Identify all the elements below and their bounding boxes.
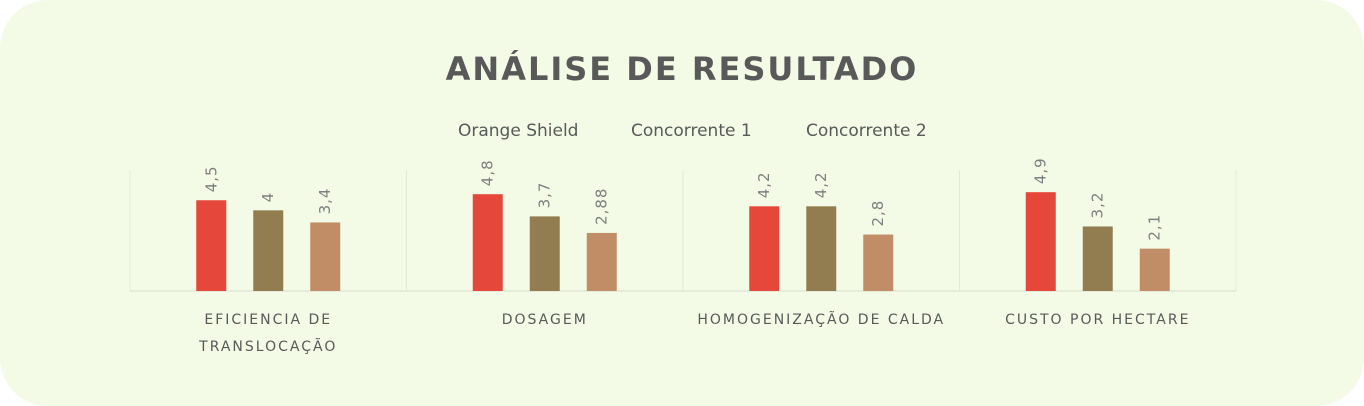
bar-2-3 (806, 206, 837, 291)
legend-item-orange-shield: Orange Shield (458, 121, 579, 141)
bar-1-2 (472, 194, 503, 291)
data-label: 2,1 (1146, 214, 1164, 241)
data-label: 4,8 (479, 159, 497, 186)
bar-3-1 (310, 222, 341, 291)
data-label: 4 (259, 192, 277, 203)
category-label: EFICIENCIA DE (204, 312, 332, 328)
bar-3-3 (863, 234, 894, 291)
bar-3-2 (586, 232, 617, 291)
data-label: 2,88 (593, 188, 611, 225)
data-label: 3,4 (316, 188, 334, 215)
legend-item-concorrente-1: Concorrente 1 (631, 121, 752, 141)
category-label: HOMOGENIZAÇÃO DE CALDA (697, 311, 945, 328)
bar-1-1 (196, 200, 227, 291)
category-label: DOSAGEM (502, 312, 588, 328)
data-label: 4,9 (1032, 157, 1050, 184)
legend-item-concorrente-2: Concorrente 2 (806, 121, 927, 141)
bar-2-2 (529, 216, 560, 291)
data-label: 4,2 (812, 171, 830, 198)
data-label: 4,2 (755, 171, 773, 198)
category-label: CUSTO POR HECTARE (1005, 312, 1190, 328)
bar-2-1 (253, 210, 284, 291)
data-label: 3,7 (536, 182, 554, 209)
category-label: TRANSLOCAÇÃO (198, 338, 337, 355)
bar-1-3 (749, 206, 780, 291)
chart-title: ANÁLISE DE RESULTADO (445, 50, 919, 88)
data-label: 4,5 (202, 165, 220, 192)
data-label: 3,2 (1089, 192, 1107, 219)
bar-2-4 (1082, 226, 1113, 291)
bar-3-4 (1139, 248, 1170, 291)
data-label: 2,8 (869, 200, 887, 227)
bar-1-4 (1025, 192, 1056, 291)
